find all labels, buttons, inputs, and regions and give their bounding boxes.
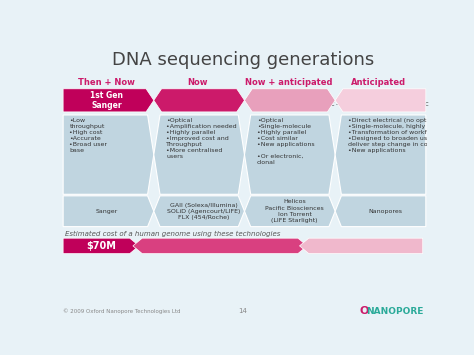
- Polygon shape: [245, 196, 335, 226]
- Polygon shape: [63, 115, 154, 194]
- Text: 14: 14: [238, 308, 247, 314]
- Text: DNA sequencing generations: DNA sequencing generations: [112, 50, 374, 69]
- Polygon shape: [63, 89, 154, 112]
- Polygon shape: [335, 196, 426, 226]
- Text: •Optical
•Single-molecule
•Highly parallel
•Cost similar
•New applications

•Or : •Optical •Single-molecule •Highly parall…: [257, 118, 315, 165]
- Polygon shape: [63, 196, 154, 226]
- Polygon shape: [154, 89, 245, 112]
- Text: © 2009 Oxford Nanopore Technologies Ltd: © 2009 Oxford Nanopore Technologies Ltd: [63, 308, 181, 314]
- Text: Estimated cost of a human genome using these technologies: Estimated cost of a human genome using t…: [64, 230, 280, 236]
- Text: Anticipated: Anticipated: [351, 78, 407, 87]
- Text: Next
-single mol AND electronic: Next -single mol AND electronic: [337, 94, 429, 107]
- Polygon shape: [300, 238, 423, 253]
- Polygon shape: [154, 115, 245, 194]
- Polygon shape: [335, 115, 426, 194]
- Text: 2nd Gen
-parallised: 2nd Gen -parallised: [179, 91, 225, 110]
- Text: •Direct electrical (no optics)
•Single-molecule, highly parallel
•Transformation: •Direct electrical (no optics) •Single-m…: [347, 118, 456, 153]
- Text: •Low
throughput
•High cost
•Accurate
•Broad user
base: •Low throughput •High cost •Accurate •Br…: [69, 118, 107, 153]
- Text: $70M: $70M: [86, 241, 116, 251]
- Text: Now: Now: [187, 78, 208, 87]
- Text: Then + Now: Then + Now: [79, 78, 136, 87]
- Polygon shape: [63, 238, 139, 253]
- Polygon shape: [335, 89, 426, 112]
- Text: $200k --- $50k ---- $20k --- 15k---: $200k --- $50k ---- $20k --- 15k---: [157, 241, 283, 250]
- Text: GAII (Solexa/Illumina)
SOLiD (Agencourt/LIFE)
FLX (454/Roche): GAII (Solexa/Illumina) SOLiD (Agencourt/…: [167, 203, 240, 220]
- Polygon shape: [133, 238, 307, 253]
- Text: ?$5k - $?: ?$5k - $?: [346, 240, 376, 251]
- Text: Nanopores: Nanopores: [368, 209, 402, 214]
- Text: Sanger: Sanger: [96, 209, 118, 214]
- Text: O: O: [360, 306, 369, 316]
- Polygon shape: [245, 89, 335, 112]
- Polygon shape: [154, 196, 245, 226]
- Text: •Optical
•Amplification needed
•Highly parallel
•Improved cost and
Throughput
•M: •Optical •Amplification needed •Highly p…: [166, 118, 237, 159]
- Text: NANOPORE: NANOPORE: [366, 307, 424, 316]
- Text: Helicos
Pacific Biosciences
Ion Torrent
(LIFE Starlight): Helicos Pacific Biosciences Ion Torrent …: [265, 200, 324, 223]
- Polygon shape: [245, 115, 335, 194]
- Text: Now + anticipated: Now + anticipated: [245, 78, 332, 87]
- Text: 2nd Gen
-single mol or electronic: 2nd Gen -single mol or electronic: [250, 94, 335, 107]
- Text: 1st Gen
Sanger: 1st Gen Sanger: [91, 91, 123, 110]
